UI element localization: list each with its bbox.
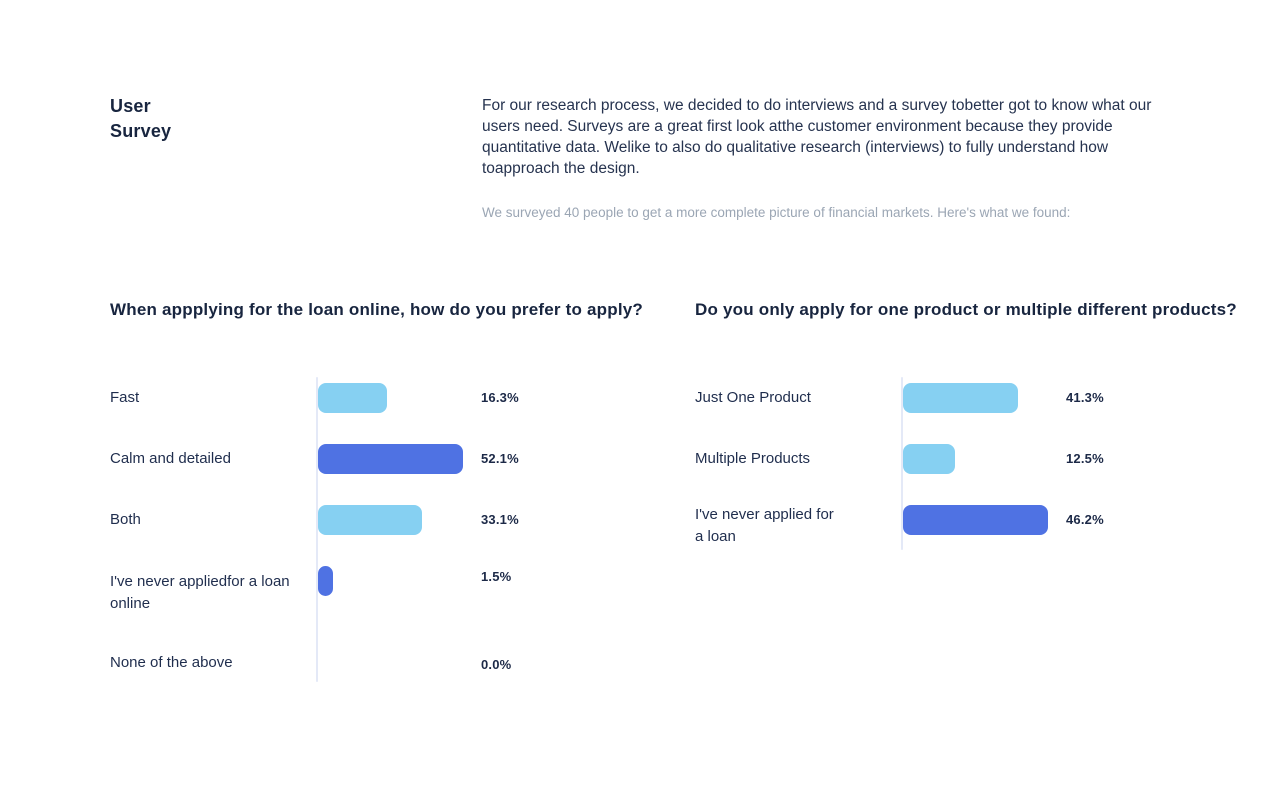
value-label: 16.3% [481,390,519,405]
category-label: Fast [110,389,140,406]
page-title-line1: User [110,96,151,116]
value-label: 12.5% [1066,451,1104,466]
bar-never-applied-loan [903,505,1048,535]
chart-title-loan-apply-preference: When appplying for the loan online, how … [110,300,643,319]
page-title: User Survey [110,94,171,144]
value-label: 52.1% [481,451,519,466]
category-label: I've never applied for a loan [695,506,834,545]
chart-title-product-count: Do you only apply for one product or mul… [695,300,1237,319]
bar-both [318,505,422,535]
category-label: None of the above [110,654,233,671]
category-label: I've never appliedfor a loan online [110,573,290,612]
survey-note: We surveyed 40 people to get a more comp… [482,205,1071,220]
category-label: Just One Product [695,389,811,406]
bar-never-applied-online [318,566,333,596]
chart-axis-line [901,377,903,550]
chart-axis-line [316,377,318,682]
value-label: 1.5% [481,569,512,584]
value-label: 46.2% [1066,512,1104,527]
bar-just-one-product [903,383,1018,413]
intro-paragraph: For our research process, we decided to … [482,97,1152,177]
bar-multiple-products [903,444,955,474]
page-title-line2: Survey [110,121,172,141]
category-label: Multiple Products [695,450,811,467]
bar-fast [318,383,387,413]
category-label: Calm and detailed [110,450,231,467]
value-label: 33.1% [481,512,519,527]
bar-calm-and-detailed [318,444,463,474]
category-label: Both [110,511,141,528]
value-label: 0.0% [481,657,512,672]
value-label: 41.3% [1066,390,1104,405]
